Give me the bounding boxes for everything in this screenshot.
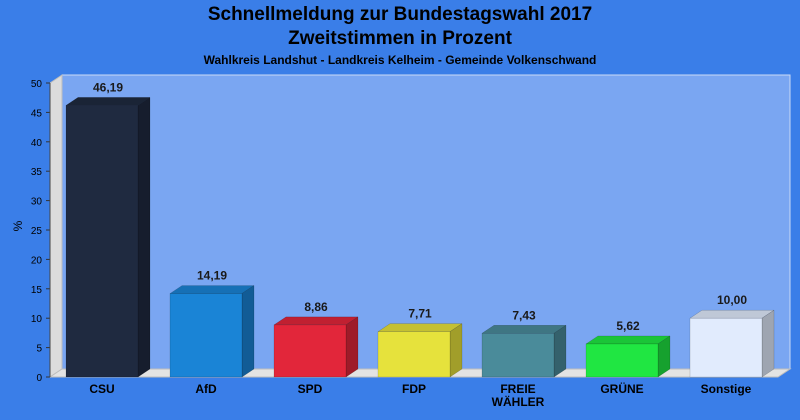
x-tick-label: AfD [195, 382, 217, 396]
chart-title: Schnellmeldung zur Bundestagswahl 2017 [207, 4, 593, 25]
bar [273, 324, 347, 378]
bar [169, 293, 243, 378]
x-tick-label: Sonstige [701, 382, 752, 396]
data-label: 8,86 [304, 300, 328, 314]
y-tick-label: 15 [31, 285, 43, 296]
data-label: 14,19 [197, 269, 227, 283]
x-tick-label: FREIE WÄHLER [492, 382, 545, 409]
data-label: 7,71 [408, 307, 432, 321]
bar-top [65, 97, 151, 106]
bar-side [241, 285, 255, 378]
bar [689, 317, 763, 378]
y-tick-label: 0 [36, 373, 42, 384]
bar-top [481, 325, 567, 334]
x-tick-label: SPD [298, 382, 323, 396]
bar-top [273, 316, 359, 326]
bar-side [449, 323, 463, 378]
x-tick-label: FDP [402, 382, 426, 396]
y-tick-label: 35 [31, 167, 43, 178]
x-tick-label-line: AfD [195, 382, 217, 396]
y-tick-label: 50 [31, 79, 43, 90]
x-tick-label-line: GRÜNE [600, 381, 643, 396]
bar-side [137, 96, 151, 378]
y-tick-label: 30 [31, 197, 43, 208]
y-axis-label: % [11, 220, 25, 231]
chart-caption: Wahlkreis Landshut - Landkreis Kelheim -… [203, 53, 597, 67]
x-tick-label-line: SPD [298, 382, 323, 396]
plot-left-wall [49, 74, 63, 378]
bar [585, 343, 659, 378]
x-tick-label: CSU [89, 382, 114, 396]
data-label: 5,62 [616, 319, 640, 333]
x-tick-label: GRÜNE [600, 381, 643, 396]
bar-side [761, 309, 775, 378]
bar-top [585, 335, 671, 345]
x-tick-label-line: Sonstige [701, 382, 752, 396]
y-tick-label: 25 [31, 226, 43, 237]
y-tick-label: 10 [31, 314, 43, 325]
y-tick-label: 45 [31, 108, 43, 119]
bar-top [377, 323, 463, 332]
bar-side [553, 324, 567, 378]
data-label: 10,00 [717, 293, 747, 307]
y-tick-label: 40 [31, 138, 43, 149]
y-tick-label: 20 [31, 255, 43, 266]
data-label: 46,19 [93, 80, 123, 94]
bar-side [345, 316, 359, 378]
chart-subtitle: Zweitstimmen in Prozent [288, 28, 512, 49]
bar [377, 331, 451, 378]
bar-top [169, 285, 255, 294]
bar-top [689, 309, 775, 319]
x-tick-label-line: CSU [89, 382, 114, 396]
x-tick-label-line: WÄHLER [492, 394, 545, 409]
x-tick-label-line: FREIE [500, 382, 535, 396]
x-tick-label-line: FDP [402, 382, 426, 396]
bar [481, 333, 555, 378]
bar [65, 105, 139, 378]
data-label: 7,43 [512, 308, 536, 322]
y-tick-label: 5 [36, 344, 42, 355]
